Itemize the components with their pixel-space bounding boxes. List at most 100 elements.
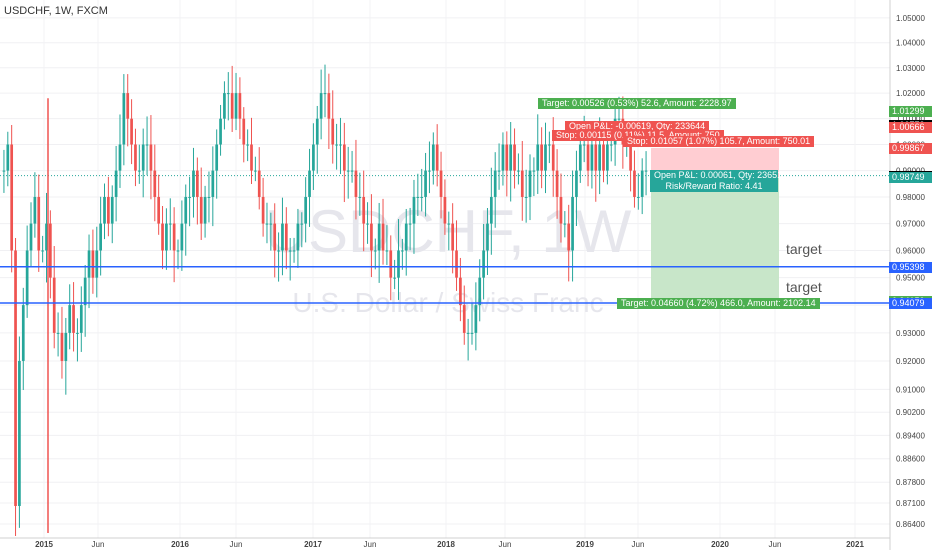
- candle-body-87: [339, 144, 342, 146]
- candle-body-52: [203, 196, 207, 224]
- open-pnl-box-old[interactable]: Open P&L: -0.00619, Qty: 233644: [565, 121, 710, 132]
- candle-body-18: [72, 305, 75, 333]
- candle-body-100: [389, 250, 393, 278]
- candle-body-119: [462, 305, 466, 333]
- candle-body-137: [532, 170, 536, 172]
- price-tick-13: 0.98000: [896, 193, 925, 202]
- candle-body-40: [157, 196, 161, 224]
- candle-body-41: [161, 223, 164, 251]
- candle-body-121: [470, 332, 474, 334]
- candle-body-156: [606, 144, 609, 171]
- target-box-old[interactable]: Target: 0.00526 (0.53%) 52.6, Amount: 22…: [538, 98, 736, 109]
- candle-body-23: [91, 250, 95, 278]
- candle-body-94: [366, 223, 369, 225]
- candle-body-142: [551, 144, 555, 171]
- candle-body-66: [257, 170, 261, 197]
- candle-body-124: [482, 250, 485, 278]
- candle-body-38: [149, 144, 153, 171]
- time-tick-2: 2016: [171, 540, 189, 549]
- candle-body-26: [103, 196, 106, 224]
- candle-body-28: [110, 196, 114, 224]
- candle-body-22: [87, 250, 91, 278]
- candle-body-147: [571, 196, 574, 251]
- candle-body-27: [107, 196, 110, 224]
- candle-body-34: [134, 144, 137, 171]
- candle-body-88: [342, 144, 346, 171]
- candle-body-76: [296, 223, 300, 251]
- candle-body-69: [269, 223, 273, 225]
- candle-body-80: [312, 144, 315, 171]
- candle-body-123: [478, 277, 482, 306]
- stop-box-new[interactable]: Stop: 0.01057 (1.07%) 105.7, Amount: 750…: [623, 136, 815, 147]
- candle-body-19: [76, 332, 79, 334]
- candle-body-122: [474, 305, 478, 333]
- time-tick-10: 2020: [711, 540, 729, 549]
- candle-body-16: [64, 332, 68, 361]
- candle-body-31: [122, 93, 126, 145]
- candle-body-138: [536, 144, 540, 171]
- price-tick-3: 0.88600: [896, 455, 925, 464]
- candle-body-25: [99, 223, 102, 251]
- candle-body-83: [323, 93, 327, 95]
- candle-body-165: [640, 170, 644, 197]
- candle-body-68: [265, 223, 269, 225]
- price-tick-18: 1.03000: [896, 64, 925, 73]
- candle-body-81: [315, 118, 319, 145]
- price-tick-7: 0.92000: [896, 357, 925, 366]
- candle-body-47: [184, 196, 188, 224]
- candle-body-106: [412, 196, 416, 224]
- candle-body-128: [497, 170, 501, 172]
- open-pnl-text: Open P&L: 0.00061, Qty: 23651: [654, 170, 783, 180]
- candle-body-50: [195, 170, 199, 197]
- candle-body-95: [370, 223, 373, 251]
- candle-body-57: [223, 93, 226, 119]
- time-axis[interactable]: 2015 Jun 2016 Jun 2017 Jun 2018 Jun 2019 Jun 2020 J…: [0, 537, 890, 549]
- candle-body-51: [199, 196, 203, 224]
- candle-body-152: [590, 144, 594, 171]
- candle-body-129: [501, 144, 505, 171]
- time-tick-12: 2021: [846, 540, 864, 549]
- profit-zone: [651, 177, 779, 301]
- candle-body-109: [424, 170, 427, 197]
- candle-body-127: [493, 170, 497, 197]
- price-tag-8: 0.94079: [889, 297, 932, 309]
- candle-body-10: [41, 250, 44, 252]
- stop-box-old[interactable]: Stop: 0.00115 (0.11%) 11.5, Amount: 750: [552, 130, 724, 141]
- candle-body-30: [118, 144, 122, 171]
- candle-body-79: [308, 170, 311, 197]
- target-box-new[interactable]: Target: 0.04660 (4.72%) 466.0, Amount: 2…: [617, 298, 820, 309]
- price-tick-8: 0.93000: [896, 329, 925, 338]
- target-label-2: target: [786, 279, 822, 295]
- candle-body-58: [226, 93, 230, 95]
- price-tag-6: 0.95398: [889, 261, 932, 273]
- time-tick-6: 2018: [437, 540, 455, 549]
- candle-body-54: [211, 170, 215, 197]
- candle-body-7: [29, 223, 33, 251]
- candle-body-49: [192, 170, 195, 197]
- candle-body-102: [397, 250, 400, 278]
- candle-body-85: [331, 118, 335, 145]
- candle-body-90: [350, 170, 354, 172]
- candle-body-120: [466, 332, 470, 334]
- candle-body-98: [381, 223, 385, 251]
- candle-body-70: [273, 223, 277, 251]
- candle-body-60: [234, 93, 238, 119]
- candle-body-133: [517, 170, 520, 172]
- candle-body-126: [489, 196, 493, 224]
- candle-body-132: [513, 144, 516, 171]
- candle-body-125: [486, 223, 489, 251]
- candle-body-78: [304, 196, 308, 224]
- candle-body-130: [505, 144, 509, 171]
- price-axis[interactable]: 0.86400 0.87100 0.87800 0.88600 0.89400 0.902…: [889, 0, 925, 550]
- open-pnl-box-new[interactable]: Open P&L: 0.00061, Qty: 23651 Risk/Rewar…: [650, 170, 783, 192]
- candle-body-53: [207, 196, 211, 198]
- candle-body-112: [435, 144, 439, 171]
- candle-body-139: [540, 144, 543, 171]
- candle-body-37: [145, 144, 149, 146]
- candle-body-20: [79, 305, 83, 333]
- candle-body-56: [219, 118, 222, 145]
- candle-body-24: [95, 250, 99, 278]
- candle-body-93: [362, 196, 366, 224]
- candle-body-166: [644, 170, 648, 172]
